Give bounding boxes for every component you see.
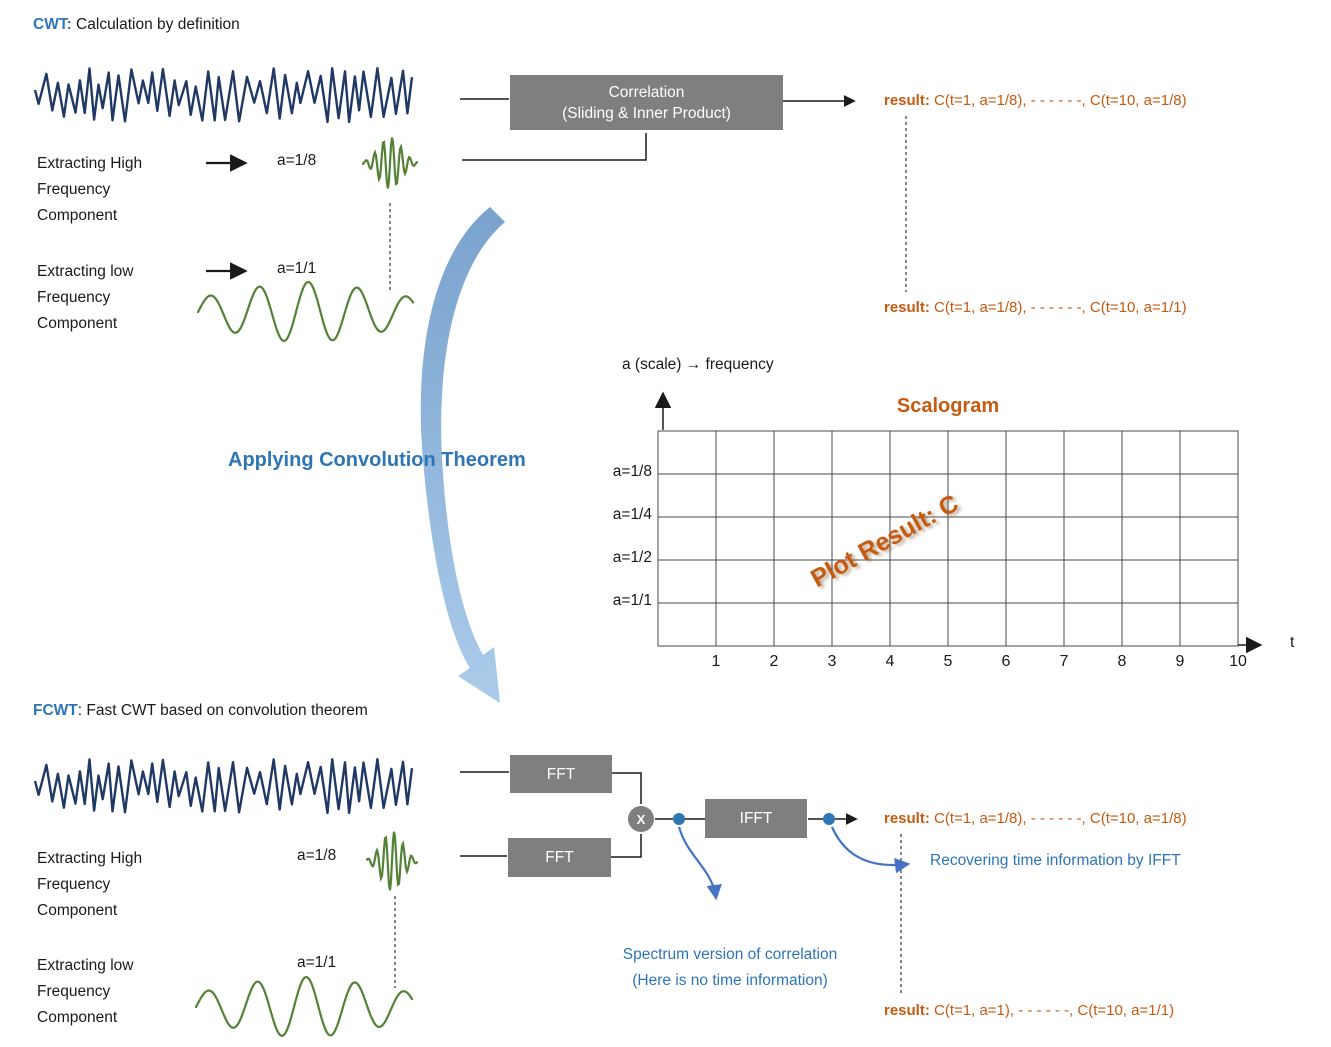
result-label: result: bbox=[884, 810, 930, 827]
x-tick-label: 1 bbox=[711, 653, 721, 670]
spectrum-version-note: Spectrum version of correlation (Here is… bbox=[622, 946, 838, 989]
y-tick-label: a=1/2 bbox=[612, 549, 652, 566]
x-tick-label: 3 bbox=[827, 653, 837, 670]
multiplier-circle: X bbox=[628, 806, 654, 832]
extract-high-label-bottom: Extracting High Frequency Component bbox=[37, 850, 143, 919]
result-high-bottom: result: C(t=1, a=1/8), - - - - - -, C(t=… bbox=[884, 810, 1187, 827]
fcwt-section-title: FCWT: Fast CWT based on convolution theo… bbox=[33, 702, 368, 720]
cwt-section-title: CWT: Calculation by definition bbox=[33, 16, 240, 34]
x-tick-label: 4 bbox=[885, 653, 895, 670]
y-tick-label: a=1/1 bbox=[612, 592, 652, 609]
correlation-box-line2: (Sliding & Inner Product) bbox=[562, 104, 731, 122]
y-tick-label: a=1/4 bbox=[612, 506, 652, 523]
extract-high-label-top: Extracting High Frequency Component bbox=[37, 155, 143, 224]
x-tick-label: 7 bbox=[1059, 653, 1069, 670]
result-label: result: bbox=[884, 1002, 930, 1019]
fft-box-top: FFT bbox=[510, 755, 612, 793]
fcwt-title-prefix: FCWT bbox=[33, 702, 78, 719]
fft-box-bottom: FFT bbox=[508, 838, 611, 877]
applying-convolution-theorem-label: Applying Convolution Theorem bbox=[228, 449, 526, 471]
scale-low-label-top: a=1/1 bbox=[277, 260, 317, 277]
result-value: C(t=1, a=1/8), - - - - - -, C(t=10, a=1/… bbox=[929, 92, 1187, 109]
result-label: result: bbox=[884, 299, 930, 316]
result-low-bottom: result: C(t=1, a=1), - - - - - -, C(t=10… bbox=[884, 1002, 1174, 1019]
x-tick-label: 6 bbox=[1001, 653, 1011, 670]
recover-note-arrow bbox=[830, 826, 911, 874]
result-low-top: result: C(t=1, a=1/8), - - - - - -, C(t=… bbox=[884, 299, 1187, 316]
scalogram-y-axis-label: a (scale) → frequency bbox=[622, 356, 774, 373]
x-tick-label: 2 bbox=[769, 653, 779, 670]
fft-top-to-multiplier-line bbox=[612, 772, 642, 804]
cwt-title-prefix: CWT: bbox=[33, 16, 72, 33]
x-tick-label: 5 bbox=[943, 653, 953, 670]
correlation-box-line1: Correlation bbox=[608, 83, 685, 101]
scalogram-title: Scalogram bbox=[896, 395, 1000, 417]
scale-low-label-bottom: a=1/1 bbox=[297, 954, 337, 971]
recover-time-note: Recovering time information by IFFT bbox=[930, 852, 1181, 869]
extract-low-label-bottom: Extracting low Frequency Component bbox=[37, 957, 134, 1026]
scale-high-label-bottom: a=1/8 bbox=[297, 847, 337, 864]
result-value: C(t=1, a=1), - - - - - -, C(t=10, a=1/1) bbox=[929, 1002, 1175, 1019]
fft-bottom-to-multiplier-line bbox=[611, 834, 642, 858]
scalogram-grid bbox=[657, 430, 1239, 647]
fcwt-title-rest: : Fast CWT based on convolution theorem bbox=[77, 702, 368, 719]
correlation-box: Correlation (Sliding & Inner Product) bbox=[510, 75, 783, 130]
result-label: result: bbox=[884, 92, 930, 109]
noisy-signal-waveform-bottom bbox=[33, 758, 414, 815]
x-tick-label: 8 bbox=[1117, 653, 1127, 670]
high-freq-wavelet-top bbox=[361, 137, 419, 189]
cwt-title-rest: Calculation by definition bbox=[71, 16, 240, 33]
result-high-top: result: C(t=1, a=1/8), - - - - - -, C(t=… bbox=[884, 92, 1187, 109]
noisy-signal-waveform-top bbox=[33, 66, 414, 124]
spectrum-node-dot bbox=[673, 813, 685, 825]
x-tick-label: 9 bbox=[1175, 653, 1185, 670]
low-freq-wave-bottom bbox=[194, 975, 414, 1037]
scale-high-label-top: a=1/8 bbox=[277, 152, 317, 169]
time-recovered-node-dot bbox=[823, 813, 835, 825]
wavelet-to-correlation-line bbox=[462, 133, 647, 161]
convolution-transition-swoosh-arrow bbox=[420, 207, 505, 703]
result-value: C(t=1, a=1/8), - - - - - -, C(t=10, a=1/… bbox=[929, 810, 1187, 827]
spectrum-note-arrow bbox=[677, 826, 722, 901]
high-freq-wavelet-bottom bbox=[365, 831, 419, 891]
x-tick-label: 10 bbox=[1229, 653, 1247, 670]
low-freq-wave-top bbox=[196, 280, 415, 343]
extract-low-label-top: Extracting low Frequency Component bbox=[37, 263, 134, 332]
scalogram-x-axis-label: t bbox=[1290, 634, 1295, 651]
result-value: C(t=1, a=1/8), - - - - - -, C(t=10, a=1/… bbox=[929, 299, 1187, 316]
y-tick-label: a=1/8 bbox=[612, 463, 652, 480]
ifft-box: IFFT bbox=[705, 799, 807, 838]
